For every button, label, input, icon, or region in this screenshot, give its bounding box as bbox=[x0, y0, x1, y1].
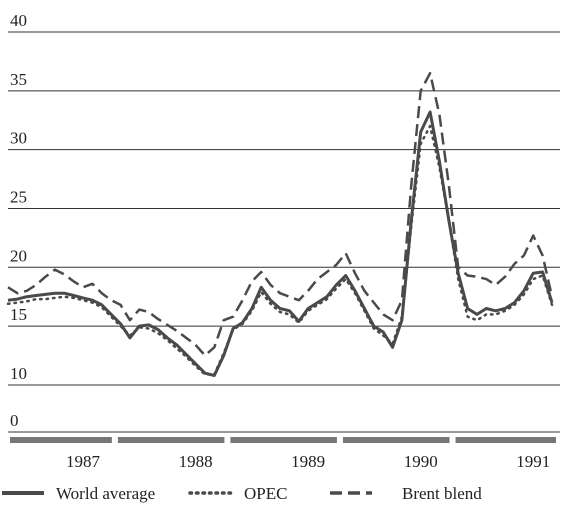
x-tick-label: 1991 bbox=[516, 452, 550, 471]
y-tick-label: 20 bbox=[10, 246, 27, 265]
x-axis-band bbox=[342, 437, 450, 443]
y-tick-label: 35 bbox=[10, 70, 27, 89]
x-tick-label: 1988 bbox=[179, 452, 213, 471]
x-axis-band bbox=[10, 437, 112, 443]
x-tick-label: 1989 bbox=[291, 452, 325, 471]
x-axis-band bbox=[230, 437, 337, 443]
y-tick-label: 40 bbox=[10, 11, 27, 30]
y-tick-label: 30 bbox=[10, 129, 27, 148]
x-tick-label: 1987 bbox=[66, 452, 101, 471]
x-axis-band bbox=[455, 437, 556, 443]
x-axis-band bbox=[117, 437, 225, 443]
legend-label: Brent blend bbox=[402, 484, 482, 503]
y-tick-label: 25 bbox=[10, 187, 27, 206]
y-tick-label: 0 bbox=[10, 411, 19, 430]
line-series bbox=[6, 124, 554, 376]
legend-label: World average bbox=[56, 484, 155, 503]
y-tick-label: 10 bbox=[10, 364, 27, 383]
line-series bbox=[7, 110, 554, 377]
line-series bbox=[7, 71, 554, 357]
x-tick-label: 1990 bbox=[404, 452, 438, 471]
y-tick-label: 15 bbox=[10, 305, 27, 324]
legend-label: OPEC bbox=[244, 484, 287, 503]
